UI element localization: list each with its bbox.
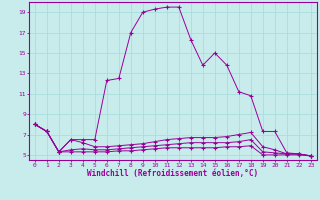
X-axis label: Windchill (Refroidissement éolien,°C): Windchill (Refroidissement éolien,°C) [87, 169, 258, 178]
